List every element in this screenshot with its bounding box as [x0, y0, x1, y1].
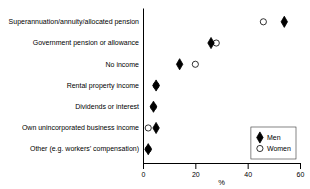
y-tick-label: Rental property income [67, 82, 139, 90]
x-tick: 60 [297, 163, 305, 178]
legend-item: Women [257, 145, 291, 152]
x-tick: 20 [192, 163, 200, 178]
series [145, 19, 266, 153]
point [208, 37, 214, 48]
point [150, 101, 156, 112]
legend-label: Women [267, 145, 291, 152]
point [145, 125, 151, 131]
y-tick-label: Government pension or allowance [33, 39, 139, 47]
point [260, 19, 266, 25]
point [153, 122, 159, 133]
legend-symbol [257, 132, 263, 143]
x-tick-label: 40 [244, 171, 252, 178]
point [281, 16, 287, 27]
legend-symbol [257, 145, 263, 151]
point [153, 80, 159, 91]
x-tick-mark [143, 163, 144, 169]
point [192, 61, 198, 67]
legend-label: Men [267, 134, 281, 141]
y-tick: Superannuation/annuity/allocated pension [9, 18, 143, 26]
y-axis-line [143, 9, 144, 164]
x-tick-label: 60 [297, 171, 305, 178]
chart-container: 0 20 40 60 Superannuation/annuity/allocated … [0, 0, 310, 189]
x-tick-label: 20 [192, 171, 200, 178]
x-axis: 0 20 40 60 [142, 163, 305, 178]
series [145, 16, 288, 155]
y-tick: Own unincorporated business income [22, 124, 143, 132]
plot: 0 20 40 60 Superannuation/annuity/allocated … [9, 9, 305, 178]
y-axis: Superannuation/annuity/allocated pension… [9, 9, 144, 164]
y-tick-label: Own unincorporated business income [22, 124, 139, 132]
x-tick-mark [300, 163, 301, 169]
y-tick-label: No income [106, 61, 140, 68]
y-tick: Rental property income [67, 82, 143, 90]
y-tick-label: Dividends or interest [75, 103, 139, 110]
x-tick-mark [195, 163, 196, 169]
legend-frame [251, 127, 296, 159]
x-tick-label: 0 [142, 171, 146, 178]
point [176, 59, 182, 70]
chart: 0 20 40 60 Superannuation/annuity/allocated … [0, 0, 310, 189]
y-tick: No income [106, 61, 143, 68]
x-axis-line [144, 163, 301, 164]
legend-item: Men [257, 132, 281, 143]
marks [145, 16, 288, 155]
x-tick: 0 [142, 163, 146, 178]
legend: Men Women [251, 127, 296, 159]
x-axis-title: % [218, 178, 225, 187]
x-tick-mark [248, 163, 249, 169]
y-tick: Government pension or allowance [33, 39, 143, 47]
y-tick-label: Other (e.g. workers’ compensation) [30, 145, 139, 153]
x-tick: 40 [244, 163, 252, 178]
y-tick-label: Superannuation/annuity/allocated pension [9, 18, 139, 26]
point [145, 144, 151, 155]
y-tick: Other (e.g. workers’ compensation) [30, 145, 143, 153]
y-tick: Dividends or interest [75, 103, 143, 110]
